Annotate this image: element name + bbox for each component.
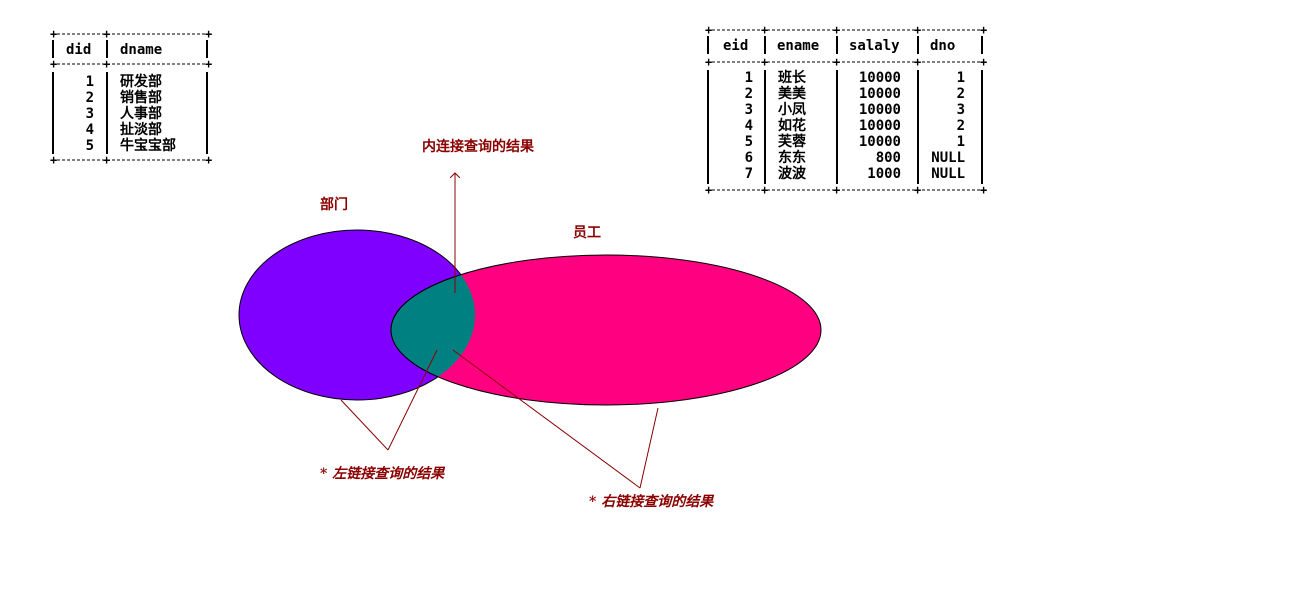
dept-header-dname: dname bbox=[120, 42, 163, 58]
emp-table-border: + + + + + + + + + + + + + + + bbox=[705, 23, 987, 197]
dept-row-dname: 扯淡部 bbox=[120, 122, 162, 138]
emp-row-ename: 如花 bbox=[778, 118, 806, 134]
emp-row-ename: 东东 bbox=[778, 150, 806, 166]
left-join-label: * 左链接查询的结果 bbox=[320, 466, 445, 482]
emp-row-dno: NULL bbox=[931, 166, 965, 182]
emp-header-salaly: salaly bbox=[849, 38, 900, 54]
left-join-pointer-line bbox=[387, 349, 438, 451]
emp-row-salaly: 800 bbox=[875, 150, 901, 166]
svg-text:+: + bbox=[914, 23, 921, 37]
dept-row-did: 2 bbox=[85, 90, 94, 106]
svg-text:+: + bbox=[205, 57, 212, 71]
emp-row-dno: 1 bbox=[956, 70, 965, 86]
svg-text:+: + bbox=[980, 55, 987, 69]
svg-text:+: + bbox=[980, 23, 987, 37]
emp-row-salaly: 10000 bbox=[858, 86, 901, 102]
inner-join-label: 内连接查询的结果 bbox=[422, 139, 534, 155]
emp-row-dno: 2 bbox=[956, 118, 965, 134]
emp-row-salaly: 1000 bbox=[867, 166, 901, 182]
dept-row-dname: 牛宝宝部 bbox=[120, 138, 176, 154]
emp-row-ename: 波波 bbox=[778, 166, 806, 182]
right-join-label: * 右链接查询的结果 bbox=[589, 494, 714, 510]
left-join-pointer-line bbox=[340, 399, 389, 451]
emp-table: + + + + + + + + + + + + + + + eid ename … bbox=[705, 23, 987, 197]
emp-row-salaly: 10000 bbox=[858, 70, 901, 86]
dept-table: + + + + + + + + + did dname 1 研发部 2 销售部 … bbox=[50, 27, 212, 167]
dept-row-did: 5 bbox=[85, 138, 94, 154]
emp-row-eid: 1 bbox=[744, 70, 753, 86]
emp-row-eid: 5 bbox=[744, 134, 753, 150]
dept-row-did: 1 bbox=[85, 74, 94, 90]
intersection-region bbox=[390, 254, 475, 400]
dept-row-did: 4 bbox=[85, 122, 94, 138]
svg-text:+: + bbox=[833, 55, 840, 69]
emp-row-eid: 7 bbox=[744, 166, 753, 182]
svg-text:+: + bbox=[761, 55, 768, 69]
svg-text:+: + bbox=[205, 27, 212, 41]
svg-text:+: + bbox=[103, 27, 110, 41]
svg-text:+: + bbox=[103, 57, 110, 71]
emp-row-ename: 芙蓉 bbox=[778, 134, 806, 150]
emp-header-ename: ename bbox=[777, 38, 820, 54]
emp-row-dno: 1 bbox=[956, 134, 965, 150]
svg-text:+: + bbox=[205, 153, 212, 167]
dept-row-dname: 人事部 bbox=[120, 106, 162, 122]
svg-text:+: + bbox=[833, 23, 840, 37]
svg-text:+: + bbox=[50, 153, 57, 167]
dept-header-did: did bbox=[66, 42, 92, 58]
emp-row-eid: 6 bbox=[744, 150, 753, 166]
emp-set-label: 员工 bbox=[573, 225, 601, 241]
emp-row-eid: 4 bbox=[744, 118, 753, 134]
emp-header-eid: eid bbox=[723, 38, 749, 54]
emp-header-dno: dno bbox=[930, 38, 956, 54]
svg-text:+: + bbox=[103, 153, 110, 167]
emp-row-eid: 2 bbox=[744, 86, 753, 102]
svg-text:+: + bbox=[705, 23, 712, 37]
emp-row-salaly: 10000 bbox=[858, 118, 901, 134]
svg-text:+: + bbox=[705, 183, 712, 197]
svg-text:+: + bbox=[50, 57, 57, 71]
right-join-pointer-line bbox=[639, 407, 659, 489]
dept-row-dname: 销售部 bbox=[120, 90, 162, 106]
dept-row-dname: 研发部 bbox=[120, 74, 162, 90]
dept-set-label: 部门 bbox=[320, 197, 348, 213]
dept-row-did: 3 bbox=[85, 106, 94, 122]
emp-row-salaly: 10000 bbox=[858, 134, 901, 150]
svg-text:+: + bbox=[761, 183, 768, 197]
svg-text:+: + bbox=[914, 183, 921, 197]
svg-text:+: + bbox=[705, 55, 712, 69]
svg-text:+: + bbox=[50, 27, 57, 41]
right-join-pointer-line bbox=[452, 349, 641, 489]
emp-row-ename: 班长 bbox=[778, 70, 806, 86]
emp-row-dno: 2 bbox=[956, 86, 965, 102]
emp-row-ename: 美美 bbox=[778, 86, 806, 102]
emp-row-salaly: 10000 bbox=[858, 102, 901, 118]
emp-row-ename: 小凤 bbox=[778, 102, 806, 118]
emp-row-dno: 3 bbox=[956, 102, 965, 118]
svg-text:+: + bbox=[761, 23, 768, 37]
emp-row-dno: NULL bbox=[931, 150, 965, 166]
dept-table-border: + + + + + + + + + bbox=[50, 27, 212, 167]
svg-text:+: + bbox=[833, 183, 840, 197]
svg-text:+: + bbox=[980, 183, 987, 197]
emp-row-eid: 3 bbox=[744, 102, 753, 118]
svg-text:+: + bbox=[914, 55, 921, 69]
